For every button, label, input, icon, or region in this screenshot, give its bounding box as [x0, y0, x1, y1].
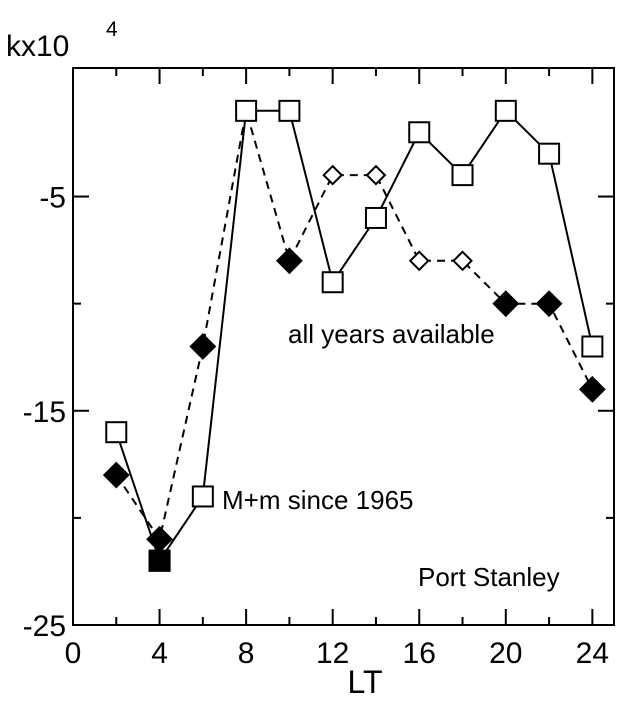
square-marker — [191, 485, 214, 508]
diamond-marker — [408, 250, 430, 272]
axes: 0 4 8 12 16 20 24 -5 -15 -25 — [23, 67, 615, 670]
data-layer — [102, 99, 606, 572]
x-tick-label: 24 — [576, 637, 609, 670]
x-tick-label: 4 — [151, 637, 168, 670]
diamond-marker — [452, 250, 473, 272]
diamond-marker — [275, 247, 303, 275]
annotation-station: Port Stanley — [418, 562, 560, 592]
y-tick-label: -15 — [23, 396, 66, 429]
square-marker — [364, 206, 387, 229]
diamond-marker — [102, 461, 130, 489]
y-axis-title: kx10 4 — [6, 18, 118, 63]
square-marker — [451, 164, 474, 187]
y-tick-label: -25 — [23, 610, 66, 643]
y-axis-label: kx10 — [6, 30, 69, 63]
annotations: all years available M+m since 1965 Port … — [222, 319, 560, 592]
diamond-marker — [492, 290, 520, 318]
square-marker — [538, 142, 561, 165]
x-tick-label: 12 — [316, 637, 349, 670]
y-tick-label: -5 — [39, 182, 66, 215]
diamond-marker — [365, 164, 387, 186]
plot-frame — [72, 67, 615, 626]
diamond-marker — [322, 164, 344, 186]
x-axis-label: LT — [348, 664, 383, 700]
x-tick-label: 0 — [65, 637, 82, 670]
square-marker — [105, 421, 128, 444]
x-tick-label: 16 — [403, 637, 436, 670]
square-marker — [581, 335, 604, 358]
square-marker — [408, 121, 431, 144]
x-tick-label: 8 — [238, 637, 255, 670]
diamond-marker — [189, 333, 217, 360]
filled-square-marker — [148, 549, 171, 572]
square-marker — [278, 99, 301, 122]
square-marker — [321, 271, 344, 294]
square-marker — [494, 99, 517, 122]
series-2-line — [115, 110, 594, 542]
y-axis-label-exponent: 4 — [106, 18, 118, 41]
annotation-all-years: all years available — [288, 319, 495, 349]
x-tick-label: 20 — [489, 637, 522, 670]
diamond-marker — [578, 375, 606, 403]
square-marker — [235, 99, 258, 122]
annotation-since-1965: M+m since 1965 — [222, 485, 413, 515]
diamond-marker — [535, 290, 563, 318]
